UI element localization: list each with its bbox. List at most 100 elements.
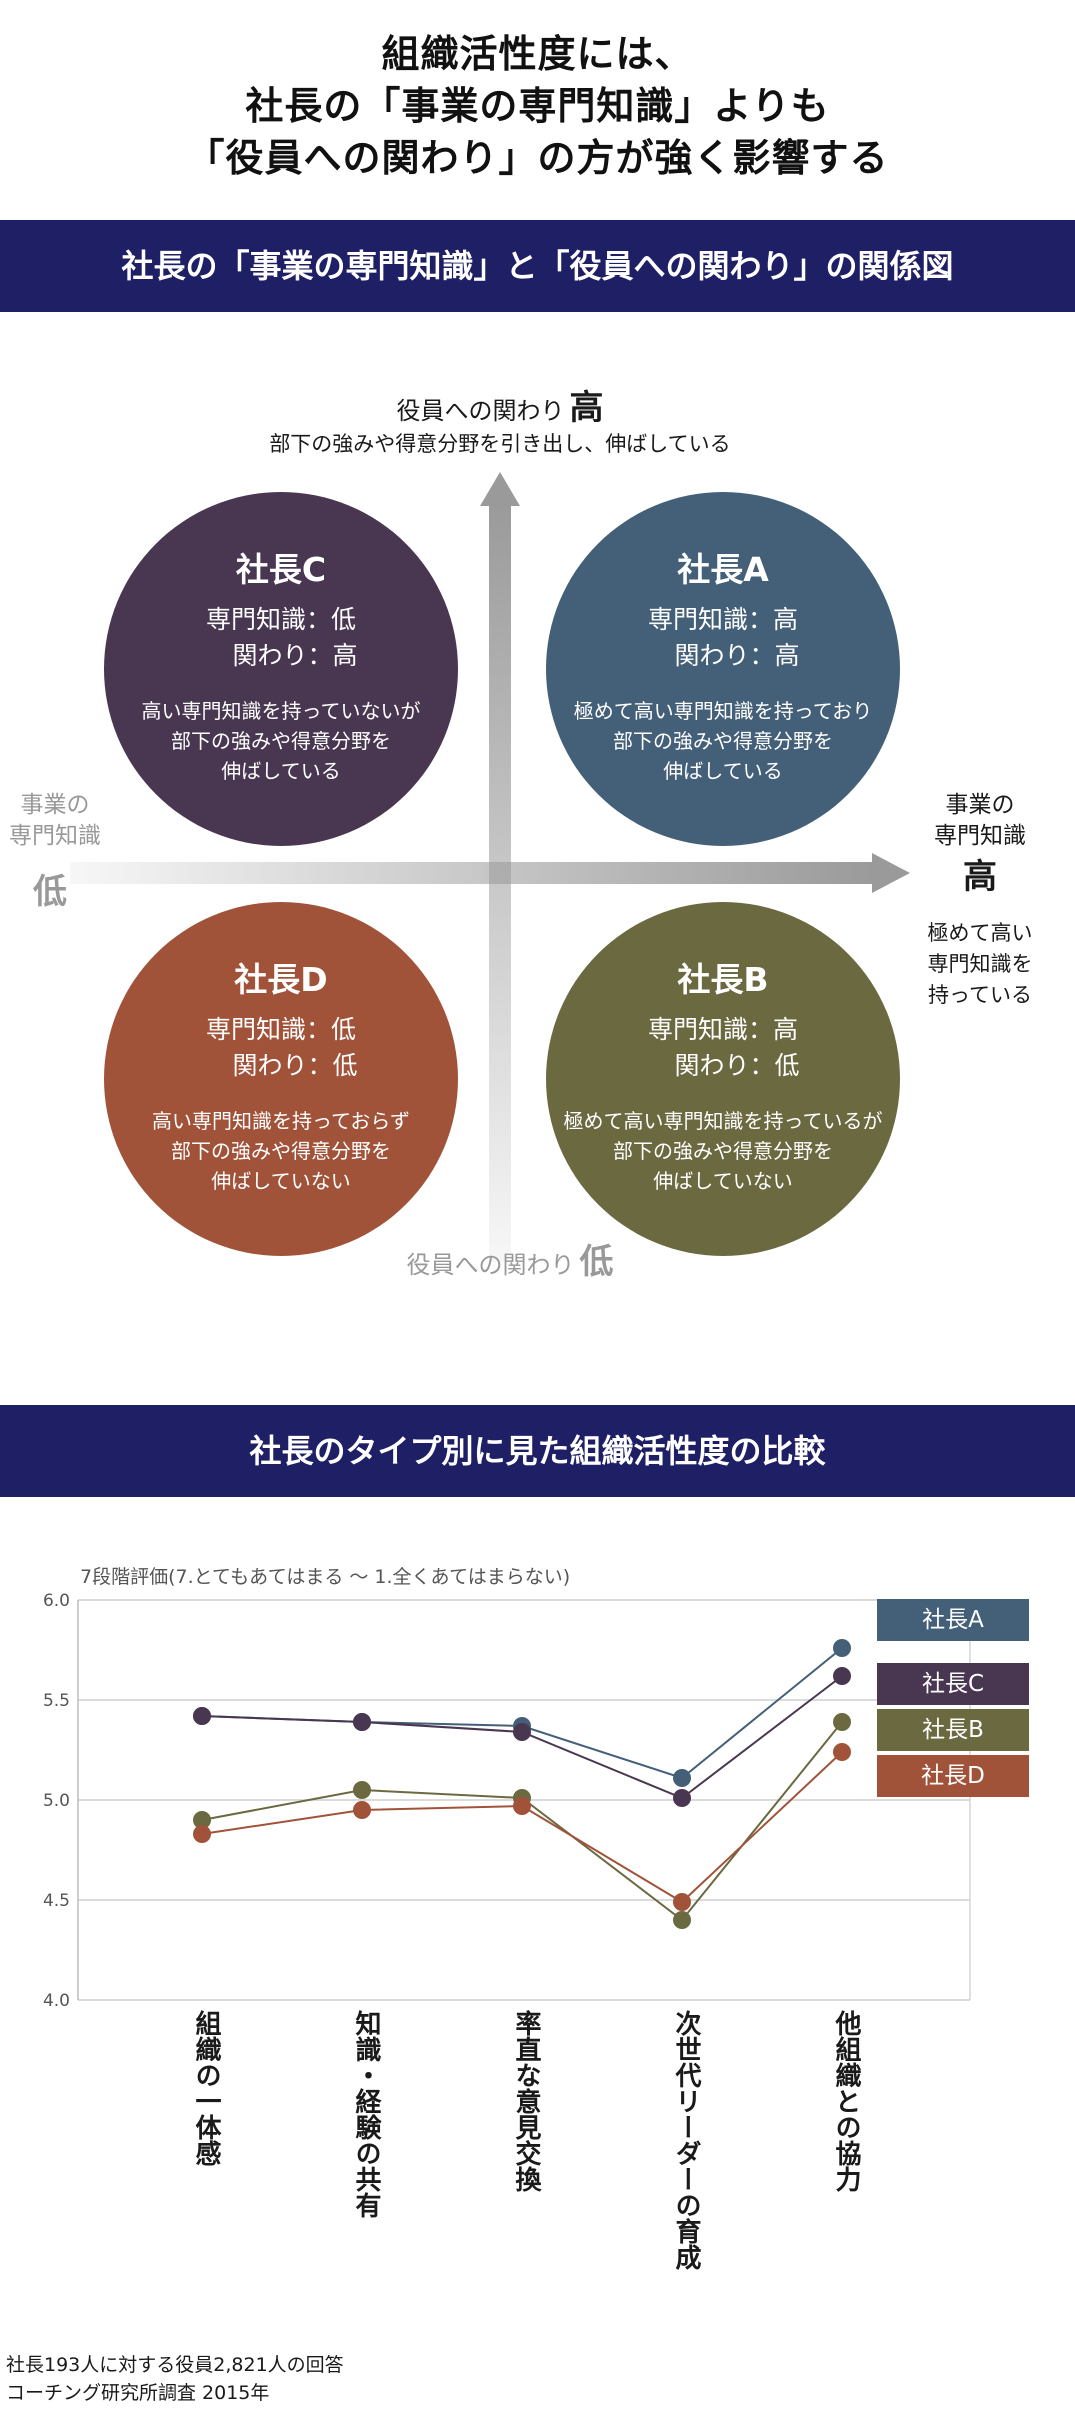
quadrant-c-desc3: 伸ばしている [221,759,341,783]
series-4-point-1 [193,1825,211,1843]
legend-item-c: 社長C [877,1663,1029,1705]
x-right-level: 高 [963,857,997,897]
quadrant-c-desc1: 高い専門知識を持っていないが [141,699,421,723]
x-left-label-1: 事業の [20,792,90,818]
x-category-label-5: 他組織との協力 [831,2010,861,2192]
x-axis-left-label: 事業の 専門知識 [0,790,110,852]
x-axis-left-level: 低 [33,872,67,912]
quadrant-a-desc1: 極めて高い専門知識を持っており [573,699,873,723]
quadrant-b-description: 極めて高い専門知識を持っているが 部下の強みや得意分野を 伸ばしていない [546,1106,900,1196]
line-chart: 6.0 5.5 5.0 4.5 4.0 [43,1591,971,2011]
y-axis-bottom-label: 役員への関わり 低 [310,1234,710,1283]
x-category-label-4: 次世代リーダーの育成 [671,2010,701,2270]
series-4-point-5 [833,1743,851,1761]
y-bottom-label-text: 役員への関わり [406,1251,575,1279]
series-2-point-4 [673,1789,691,1807]
title-line-2: 社長の「事業の専門知識」よりも [245,84,830,128]
series-line-3 [201,1721,843,1922]
x-right-desc-3: 持っている [928,983,1032,1007]
y-axis-arrowhead [480,472,520,506]
quadrant-b-name: 社長B [677,960,769,999]
quadrant-d-desc2: 部下の強みや得意分野を [171,1139,391,1163]
series-3-point-1 [193,1811,211,1829]
matrix-axes [70,472,910,1262]
x-category-label-2: 知識・経験の共有 [351,2010,381,2218]
x-right-desc-1: 極めて高い [927,921,1033,945]
series-2-point-5 [833,1667,851,1685]
quadrant-a-desc3: 伸ばしている [663,759,783,783]
quadrant-d-desc3: 伸ばしていない [211,1169,351,1193]
series-3-point-4 [673,1911,691,1929]
series-line-1 [201,1647,843,1780]
quadrant-a-specs: 専門知識：高 関わり：高 [546,602,900,674]
quadrant-c-description: 高い専門知識を持っていないが 部下の強みや得意分野を 伸ばしている [104,696,458,786]
y-top-level: 高 [569,388,604,428]
quadrant-president-a: 社長A 専門知識：高 関わり：高 極めて高い専門知識を持っており 部下の強みや得… [546,492,900,846]
series-3-point-2 [353,1781,371,1799]
quadrant-d-description: 高い専門知識を持っておらず 部下の強みや得意分野を 伸ばしていない [104,1106,458,1196]
quadrant-d-name: 社長D [234,960,328,999]
series-3-point-5 [833,1713,851,1731]
quadrant-president-d: 社長D 専門知識：低 関わり：低 高い専門知識を持っておらず 部下の強みや得意分… [104,902,458,1256]
series-4-point-3 [513,1797,531,1815]
quadrant-d-desc1: 高い専門知識を持っておらず [152,1109,410,1133]
series-2-point-3 [513,1723,531,1741]
quadrant-b-spec2: 関わり：低 [674,1051,800,1080]
quadrant-c-spec1: 専門知識：低 [205,605,356,634]
quadrant-b-desc2: 部下の強みや得意分野を [613,1139,833,1163]
quadrant-a-name: 社長A [677,550,769,589]
legend-item-b: 社長B [877,1709,1029,1751]
quadrant-c-specs: 専門知識：低 関わり：高 [104,602,458,674]
legend-item-d: 社長D [877,1755,1029,1797]
y-tick-label-4: 4.5 [43,1891,70,1911]
series-2-point-1 [193,1707,211,1725]
legend-item-a: 社長A [877,1599,1029,1641]
quadrant-a-description: 極めて高い専門知識を持っており 部下の強みや得意分野を 伸ばしている [546,696,900,786]
quadrant-b-spec1: 専門知識：高 [647,1015,798,1044]
y-axis-top-description: 部下の強みや得意分野を引き出し、伸ばしている [269,432,731,456]
x-axis-shaft [70,862,876,884]
quadrant-a-desc2: 部下の強みや得意分野を [613,729,833,753]
y-tick-label-1: 6.0 [43,1591,70,1611]
x-right-label-2: 専門知識 [934,823,1026,849]
quadrant-c-desc2: 部下の強みや得意分野を [171,729,391,753]
series-line-4 [201,1751,843,1904]
quadrant-c-spec2: 関わり：高 [232,641,358,670]
series-4-point-4 [673,1893,691,1911]
main-title: 組織活性度には、 社長の「事業の専門知識」よりも 「役員への関わり」の方が強く影… [0,28,1075,184]
x-axis-arrowhead [872,853,910,893]
title-line-3: 「役員への関わり」の方が強く影響する [186,136,889,180]
footer-line-2: コーチング研究所調査 2015年 [6,2382,270,2404]
y-tick-label-3: 5.0 [43,1791,70,1811]
x-axis-right-label: 事業の 専門知識 高 [905,790,1055,902]
y-bottom-level: 低 [579,1242,614,1282]
quadrant-president-c: 社長C 専門知識：低 関わり：高 高い専門知識を持っていないが 部下の強みや得意… [104,492,458,846]
series-2-point-2 [353,1713,371,1731]
section2-header: 社長のタイプ別に見た組織活性度の比較 [0,1405,1075,1497]
title-line-1: 組織活性度には、 [381,32,694,76]
series-1-point-5 [833,1639,851,1657]
series-1-point-4 [673,1769,691,1787]
x-category-label-3: 率直な意見交換 [511,2010,541,2192]
quadrant-d-specs: 専門知識：低 関わり：低 [104,1012,458,1084]
y-top-label-text: 役員への関わり [396,397,565,425]
x-left-label-2: 専門知識 [9,823,101,849]
series-4-point-2 [353,1801,371,1819]
x-category-label-1: 組織の一体感 [191,2010,221,2166]
quadrant-b-desc3: 伸ばしていない [653,1169,793,1193]
y-tick-label-2: 5.5 [43,1691,70,1711]
quadrant-b-desc1: 極めて高い専門知識を持っているが [563,1109,883,1133]
quadrant-d-spec2: 関わり：低 [232,1051,358,1080]
x-right-desc-2: 専門知識を [927,952,1033,976]
footer-line-1: 社長193人に対する役員2,821人の回答 [6,2354,344,2376]
quadrant-c-name: 社長C [235,550,327,589]
y-axis-top-label: 役員への関わり 高 [300,380,700,429]
x-right-label-1: 事業の [945,792,1015,818]
quadrant-d-spec1: 専門知識：低 [205,1015,356,1044]
quadrant-b-specs: 専門知識：高 関わり：低 [546,1012,900,1084]
y-tick-label-5: 4.0 [43,1991,70,2011]
quadrant-a-spec2: 関わり：高 [674,641,800,670]
section1-header: 社長の「事業の専門知識」と「役員への関わり」の関係図 [0,220,1075,312]
quadrant-president-b: 社長B 専門知識：高 関わり：低 極めて高い専門知識を持っているが 部下の強みや… [546,902,900,1256]
chart-subtitle: 7段階評価(7.とてもあてはまる ～ 1.全くあてはまらない) [80,1566,571,1588]
